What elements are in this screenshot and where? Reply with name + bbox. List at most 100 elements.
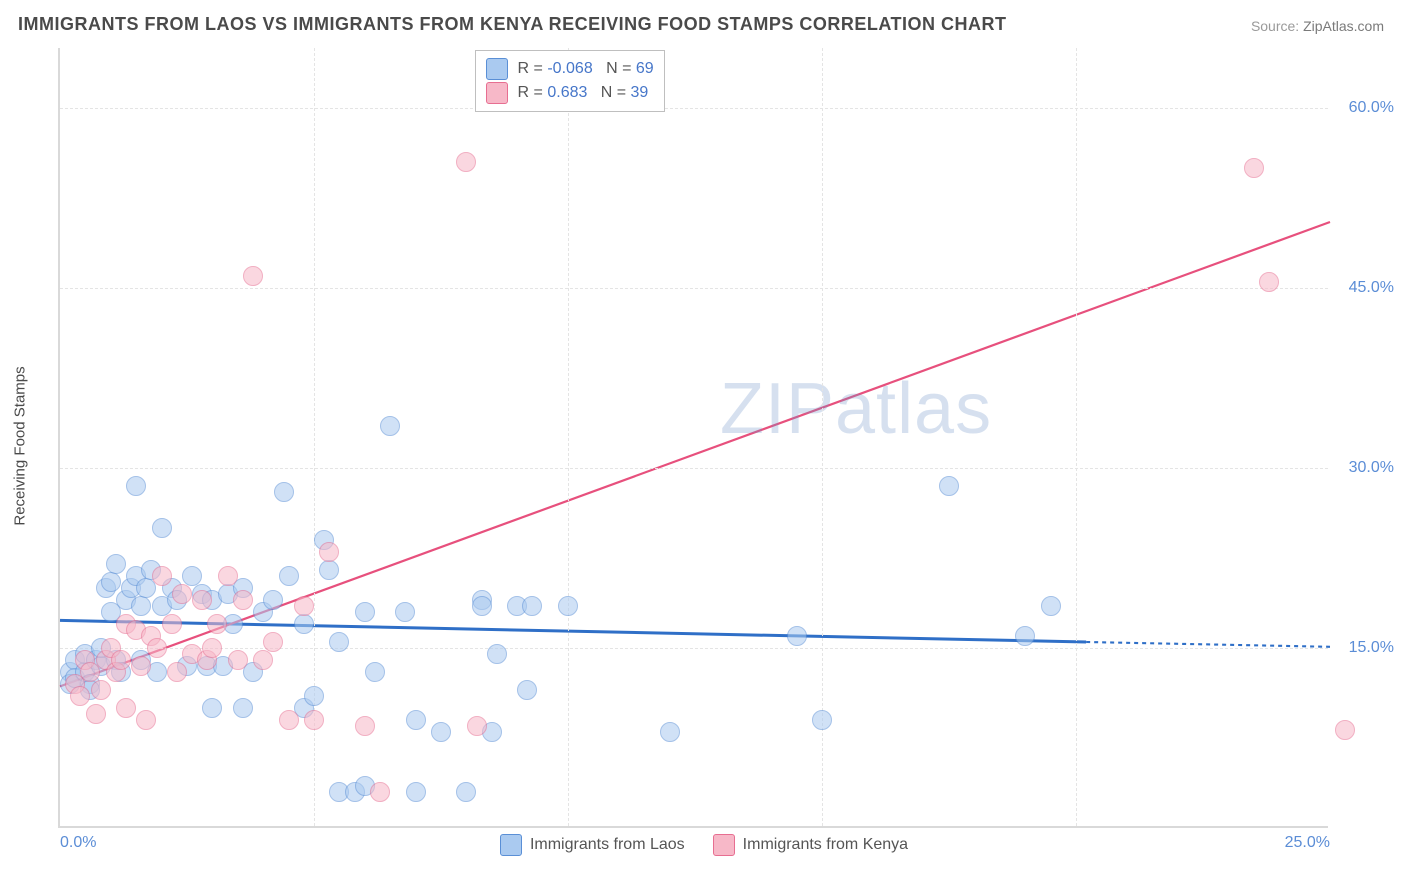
data-point — [70, 686, 90, 706]
y-tick-label: 60.0% — [1349, 99, 1394, 117]
legend-swatch — [500, 834, 522, 856]
data-point — [365, 662, 385, 682]
data-point — [472, 596, 492, 616]
data-point — [279, 710, 299, 730]
chart-title: IMMIGRANTS FROM LAOS VS IMMIGRANTS FROM … — [18, 14, 1007, 35]
data-point — [660, 722, 680, 742]
source-label: Source: — [1251, 18, 1299, 34]
plot-area: ZIPatlas 15.0%30.0%45.0%60.0%0.0%25.0% — [58, 48, 1328, 828]
data-point — [167, 662, 187, 682]
data-point — [1335, 720, 1355, 740]
legend-r-value: -0.068 — [547, 57, 592, 81]
y-axis-label: Receiving Food Stamps — [12, 366, 29, 525]
watermark: ZIPatlas — [720, 368, 992, 450]
gridline-horizontal — [60, 288, 1328, 289]
y-tick-label: 45.0% — [1349, 279, 1394, 297]
data-point — [294, 596, 314, 616]
data-point — [207, 614, 227, 634]
legend-n-value: 39 — [631, 81, 649, 105]
data-point — [101, 572, 121, 592]
data-point — [228, 650, 248, 670]
legend-n-value: 69 — [636, 57, 654, 81]
legend-r-value: 0.683 — [547, 81, 587, 105]
source-value: ZipAtlas.com — [1303, 18, 1384, 34]
data-point — [202, 698, 222, 718]
data-point — [487, 644, 507, 664]
data-point — [263, 590, 283, 610]
gridline-vertical — [1076, 48, 1077, 826]
data-point — [329, 632, 349, 652]
data-point — [319, 542, 339, 562]
data-point — [304, 710, 324, 730]
data-point — [517, 680, 537, 700]
legend-r-label: R = — [518, 57, 548, 81]
data-point — [355, 716, 375, 736]
legend-correlation-box: R = -0.068 N = 69R = 0.683 N = 39 — [475, 50, 665, 112]
legend-series-item: Immigrants from Kenya — [713, 834, 908, 856]
data-point — [406, 782, 426, 802]
regression-line-extrapolated — [1086, 642, 1330, 647]
data-point — [558, 596, 578, 616]
data-point — [136, 710, 156, 730]
data-point — [1244, 158, 1264, 178]
data-point — [279, 566, 299, 586]
data-point — [152, 518, 172, 538]
data-point — [116, 698, 136, 718]
data-point — [253, 650, 273, 670]
legend-swatch — [486, 58, 508, 80]
data-point — [787, 626, 807, 646]
gridline-horizontal — [60, 648, 1328, 649]
data-point — [202, 638, 222, 658]
data-point — [406, 710, 426, 730]
data-point — [431, 722, 451, 742]
legend-swatch — [486, 82, 508, 104]
data-point — [147, 638, 167, 658]
data-point — [131, 596, 151, 616]
watermark-atlas: atlas — [835, 369, 992, 449]
data-point — [395, 602, 415, 622]
data-point — [162, 614, 182, 634]
y-tick-label: 30.0% — [1349, 459, 1394, 477]
data-point — [274, 482, 294, 502]
watermark-zip: ZIP — [720, 369, 835, 449]
data-point — [467, 716, 487, 736]
data-point — [218, 566, 238, 586]
data-point — [182, 566, 202, 586]
regression-line — [60, 222, 1330, 686]
data-point — [522, 596, 542, 616]
data-point — [152, 566, 172, 586]
gridline-horizontal — [60, 468, 1328, 469]
x-tick-label: 25.0% — [1285, 834, 1330, 852]
data-point — [106, 554, 126, 574]
data-point — [233, 590, 253, 610]
legend-swatch — [713, 834, 735, 856]
y-tick-label: 15.0% — [1349, 639, 1394, 657]
data-point — [192, 590, 212, 610]
data-point — [456, 782, 476, 802]
legend-series-label: Immigrants from Laos — [530, 836, 685, 854]
data-point — [86, 704, 106, 724]
x-tick-label: 0.0% — [60, 834, 96, 852]
legend-series-item: Immigrants from Laos — [500, 834, 685, 856]
data-point — [243, 266, 263, 286]
data-point — [233, 698, 253, 718]
data-point — [131, 656, 151, 676]
data-point — [812, 710, 832, 730]
legend-n-label: N = — [601, 81, 631, 105]
data-point — [1041, 596, 1061, 616]
data-point — [126, 476, 146, 496]
gridline-vertical — [568, 48, 569, 826]
data-point — [319, 560, 339, 580]
data-point — [380, 416, 400, 436]
data-point — [355, 602, 375, 622]
data-point — [370, 782, 390, 802]
gridline-horizontal — [60, 108, 1328, 109]
data-point — [1259, 272, 1279, 292]
data-point — [939, 476, 959, 496]
legend-series: Immigrants from Laos Immigrants from Keny… — [500, 834, 908, 856]
data-point — [91, 680, 111, 700]
legend-r-label: R = — [518, 81, 548, 105]
legend-series-label: Immigrants from Kenya — [743, 836, 908, 854]
data-point — [111, 650, 131, 670]
data-point — [304, 686, 324, 706]
